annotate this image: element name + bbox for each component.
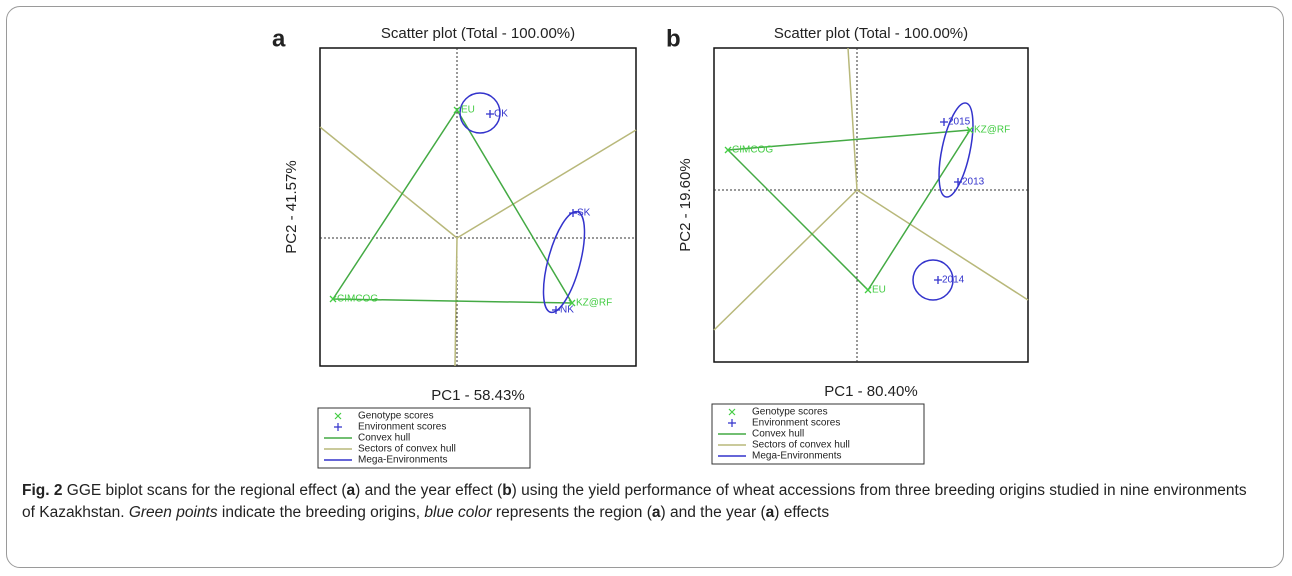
caption-text: b — [502, 482, 512, 499]
environment-point — [552, 306, 560, 314]
legend-label: Sectors of convex hull — [358, 444, 456, 455]
mega-environment — [542, 210, 586, 314]
caption-text: ) effects — [774, 504, 830, 521]
environment-point — [940, 118, 948, 126]
legend-swatch — [728, 408, 736, 416]
caption-text: a — [651, 504, 661, 521]
genotype-point — [453, 106, 461, 114]
genotype-point — [329, 295, 337, 303]
sector-line — [847, 47, 858, 191]
sector-line — [456, 129, 637, 239]
legend-label: Sectors of convex hull — [752, 440, 850, 451]
caption-text: indicate the breeding origins, — [217, 504, 425, 521]
genotype-point — [966, 126, 974, 134]
caption-text: represents the region ( — [491, 504, 652, 521]
panel-label: b — [666, 25, 681, 52]
caption-text: Green points — [128, 504, 218, 521]
caption-text: blue color — [424, 504, 492, 521]
environment-point — [569, 209, 577, 217]
plot-frame — [319, 47, 637, 367]
point-label: SK — [577, 208, 591, 219]
sector-line — [319, 126, 458, 239]
point-label: 2014 — [942, 275, 965, 286]
genotype-point — [864, 286, 872, 294]
environment-point — [486, 110, 494, 118]
legend-frame — [711, 403, 925, 465]
caption-text: ) and the year effect ( — [355, 482, 503, 499]
sector-line — [454, 237, 458, 367]
caption-text: ) using the yield performance of wheat a… — [22, 482, 1247, 521]
y-axis-label: PC2 - 41.57% — [283, 160, 300, 253]
point-label: EU — [872, 285, 886, 296]
mega-environment — [938, 102, 974, 198]
convex-hull — [331, 108, 574, 304]
legend-label: Genotype scores — [358, 411, 434, 422]
chart-title: Scatter plot (Total - 100.00%) — [774, 25, 968, 42]
point-label: KZ@RF — [576, 298, 612, 309]
point-label: KZ@RF — [974, 125, 1010, 136]
point-label: CK — [494, 109, 508, 120]
point-label: CIMCOG — [732, 145, 773, 156]
genotype-point — [568, 299, 576, 307]
x-axis-label: PC1 - 80.40% — [824, 383, 917, 400]
sector-line — [713, 189, 858, 331]
legend-label: Genotype scores — [752, 407, 828, 418]
convex-hull — [726, 129, 972, 292]
environment-point — [934, 276, 942, 284]
legend-label: Environment scores — [752, 418, 840, 429]
caption-text: a — [765, 504, 775, 521]
plot-frame — [713, 47, 1029, 363]
chart-title: Scatter plot (Total - 100.00%) — [381, 25, 575, 42]
caption-text: Fig. 2 — [22, 482, 63, 499]
legend-label: Convex hull — [358, 433, 410, 444]
legend-label: Mega-Environments — [752, 451, 841, 462]
genotype-point — [724, 146, 732, 154]
legend-swatch — [334, 423, 342, 431]
point-label: CIMCOG — [337, 294, 378, 305]
legend-swatch — [728, 419, 736, 427]
x-axis-label: PC1 - 58.43% — [431, 387, 524, 404]
legend-frame — [317, 407, 531, 469]
point-label: EU — [461, 105, 475, 116]
panel-label: a — [272, 25, 286, 52]
point-label: 2015 — [948, 117, 971, 128]
legend-label: Mega-Environments — [358, 455, 447, 466]
caption-text: a — [346, 482, 356, 499]
mega-environment — [912, 259, 954, 301]
environment-point — [954, 178, 962, 186]
caption: Fig. 2 GGE biplot scans for the regional… — [22, 480, 1262, 524]
point-label: NK — [560, 305, 574, 316]
caption-text: ) and the year ( — [660, 504, 766, 521]
caption-text: GGE biplot scans for the regional effect… — [62, 482, 347, 499]
legend-label: Environment scores — [358, 422, 446, 433]
legend-swatch — [334, 412, 342, 420]
figure: a Scatter plot (Total - 100.00%) PC1 - 58.… — [272, 25, 1029, 469]
point-label: 2013 — [962, 177, 985, 188]
figure-frame — [6, 6, 1284, 568]
sector-line — [856, 189, 1029, 301]
legend-label: Convex hull — [752, 429, 804, 440]
y-axis-label: PC2 - 19.60% — [677, 158, 694, 251]
